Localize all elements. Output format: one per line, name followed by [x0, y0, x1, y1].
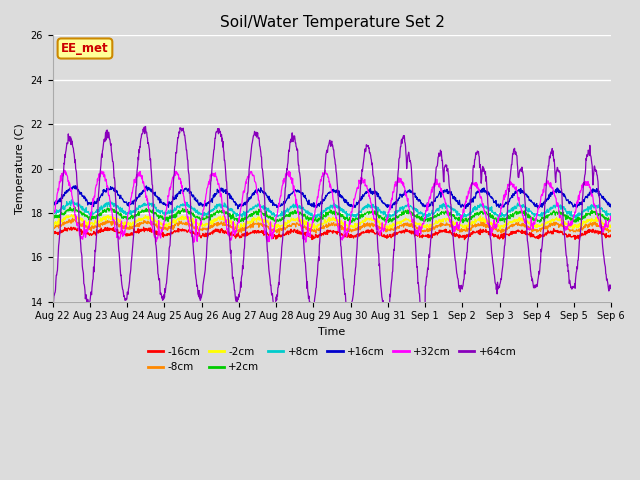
+8cm [493, 212, 500, 217]
+64cm [493, 287, 500, 292]
+2cm [67, 204, 74, 210]
+32cm [493, 222, 500, 228]
-16cm [461, 237, 468, 242]
-2cm [542, 221, 550, 227]
+2cm [459, 220, 467, 226]
Line: -16cm: -16cm [52, 227, 611, 240]
-2cm [419, 224, 427, 230]
+8cm [607, 214, 615, 220]
Y-axis label: Temperature (C): Temperature (C) [15, 123, 25, 214]
Line: -2cm: -2cm [52, 215, 611, 229]
+8cm [542, 211, 550, 216]
+16cm [236, 201, 244, 207]
-8cm [607, 228, 615, 234]
-8cm [276, 230, 284, 236]
+16cm [607, 204, 615, 209]
-16cm [173, 228, 181, 233]
-8cm [493, 226, 500, 231]
+8cm [68, 197, 76, 203]
+32cm [420, 221, 428, 227]
+2cm [607, 216, 615, 222]
+8cm [419, 214, 427, 220]
+32cm [173, 171, 181, 177]
-16cm [49, 230, 56, 236]
+16cm [160, 200, 168, 205]
+2cm [493, 217, 500, 223]
-2cm [173, 216, 181, 222]
+2cm [542, 215, 550, 221]
+8cm [173, 204, 181, 210]
+16cm [49, 200, 56, 205]
-8cm [542, 226, 550, 232]
-16cm [236, 235, 244, 241]
+32cm [542, 182, 550, 188]
+16cm [72, 183, 79, 189]
-2cm [497, 227, 504, 232]
-8cm [420, 229, 428, 235]
+2cm [160, 216, 168, 222]
+64cm [236, 289, 244, 295]
+32cm [190, 240, 198, 245]
-8cm [173, 221, 181, 227]
+64cm [173, 140, 181, 146]
-2cm [49, 223, 56, 228]
Line: +2cm: +2cm [52, 207, 611, 223]
-16cm [160, 232, 168, 238]
-16cm [419, 234, 427, 240]
+16cm [234, 206, 242, 212]
+32cm [49, 214, 56, 219]
-16cm [493, 233, 500, 239]
+2cm [419, 217, 427, 223]
+64cm [49, 299, 56, 304]
+64cm [160, 296, 168, 302]
Line: -8cm: -8cm [52, 218, 611, 233]
-2cm [68, 212, 76, 217]
Text: EE_met: EE_met [61, 42, 109, 55]
-2cm [236, 225, 244, 231]
-2cm [492, 225, 500, 230]
-2cm [607, 224, 615, 230]
Legend: -16cm, -8cm, -2cm, +2cm, +8cm, +16cm, +32cm, +64cm: -16cm, -8cm, -2cm, +2cm, +8cm, +16cm, +3… [143, 343, 520, 376]
+8cm [49, 209, 56, 215]
-8cm [160, 227, 168, 232]
-8cm [49, 224, 56, 229]
+16cm [173, 193, 181, 199]
+32cm [607, 214, 615, 220]
+8cm [422, 216, 430, 221]
+8cm [160, 211, 168, 216]
+64cm [542, 195, 550, 201]
+32cm [236, 209, 244, 215]
+2cm [236, 218, 244, 224]
+16cm [420, 203, 428, 208]
Line: +32cm: +32cm [52, 170, 611, 242]
-8cm [236, 228, 244, 234]
-2cm [160, 222, 168, 228]
Title: Soil/Water Temperature Set 2: Soil/Water Temperature Set 2 [220, 15, 444, 30]
+64cm [420, 317, 428, 323]
+32cm [61, 168, 68, 173]
+16cm [493, 202, 500, 208]
+8cm [236, 211, 244, 216]
+64cm [607, 284, 615, 289]
Line: +16cm: +16cm [52, 186, 611, 209]
Line: +8cm: +8cm [52, 200, 611, 218]
+2cm [173, 210, 181, 216]
-16cm [607, 233, 615, 239]
+64cm [141, 124, 149, 130]
-16cm [67, 224, 75, 230]
-8cm [68, 216, 76, 221]
+32cm [160, 222, 168, 228]
+16cm [542, 199, 550, 204]
-16cm [542, 230, 550, 236]
X-axis label: Time: Time [318, 327, 346, 337]
+2cm [49, 214, 56, 220]
Line: +64cm: +64cm [52, 127, 611, 322]
+64cm [382, 319, 390, 325]
